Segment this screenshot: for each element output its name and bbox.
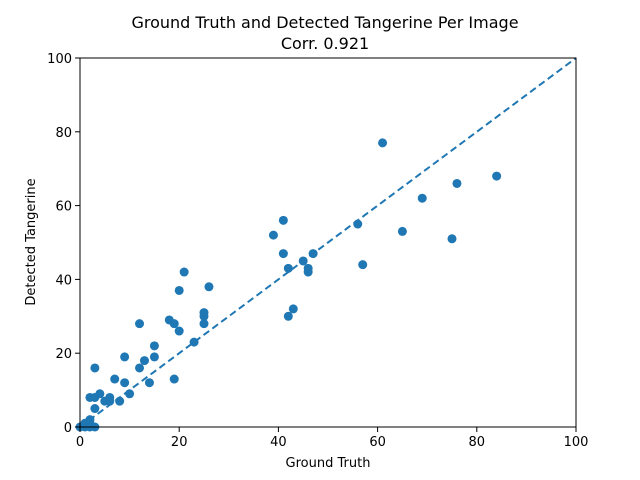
data-point (358, 260, 368, 270)
chart-title: Ground Truth and Detected Tangerine Per … (131, 13, 518, 32)
y-axis-ticks: 0 20 40 60 80 100 (47, 52, 80, 436)
x-tick-label: 20 (171, 435, 188, 450)
data-point (174, 285, 184, 295)
y-axis-label: Detected Tangerine (24, 178, 39, 305)
data-points (75, 138, 502, 432)
data-point (417, 193, 427, 203)
y-tick-label: 20 (55, 347, 72, 362)
y-tick-label: 80 (55, 126, 72, 141)
data-point (278, 249, 288, 259)
axes-frame (79, 57, 577, 428)
x-tick-label: 100 (564, 435, 589, 450)
data-point (353, 219, 363, 229)
data-point (169, 319, 179, 329)
plot-area (75, 57, 577, 432)
data-point (120, 352, 130, 362)
data-point (95, 389, 105, 399)
y-tick-label: 100 (47, 52, 72, 67)
data-point (303, 263, 313, 273)
x-tick-label: 0 (76, 435, 84, 450)
data-point (283, 311, 293, 321)
x-tick-label: 60 (369, 435, 386, 450)
data-point (85, 415, 95, 425)
data-point (199, 319, 209, 329)
reference-line (79, 57, 577, 428)
x-tick-label: 40 (270, 435, 287, 450)
y-tick-label: 0 (64, 421, 72, 436)
data-point (378, 138, 388, 148)
data-point (115, 396, 125, 406)
data-point (149, 341, 159, 351)
data-point (397, 226, 407, 236)
data-point (447, 234, 457, 244)
data-point (179, 267, 189, 277)
data-point (90, 404, 100, 414)
data-point (278, 215, 288, 225)
data-point (135, 363, 145, 373)
data-point (144, 378, 154, 388)
data-point (110, 374, 120, 384)
data-point (135, 319, 145, 329)
y-tick-label: 40 (55, 273, 72, 288)
chart-subtitle: Corr. 0.921 (281, 34, 369, 53)
data-point (125, 389, 135, 399)
data-point (174, 326, 184, 336)
data-point (169, 374, 179, 384)
x-axis-ticks: 0 20 40 60 80 100 (76, 427, 589, 450)
data-point (298, 256, 308, 266)
data-point (199, 308, 209, 318)
data-point (288, 304, 298, 314)
data-point (149, 352, 159, 362)
data-point (283, 263, 293, 273)
data-point (139, 356, 149, 366)
data-point (105, 396, 115, 406)
x-tick-label: 80 (469, 435, 486, 450)
data-point (268, 230, 278, 240)
x-axis-label: Ground Truth (286, 456, 371, 471)
data-point (308, 249, 318, 259)
data-point (492, 171, 502, 181)
data-point (120, 378, 130, 388)
data-point (90, 363, 100, 373)
data-point (452, 178, 462, 188)
data-point (204, 282, 214, 292)
data-point (189, 337, 199, 347)
y-tick-label: 60 (55, 200, 72, 215)
